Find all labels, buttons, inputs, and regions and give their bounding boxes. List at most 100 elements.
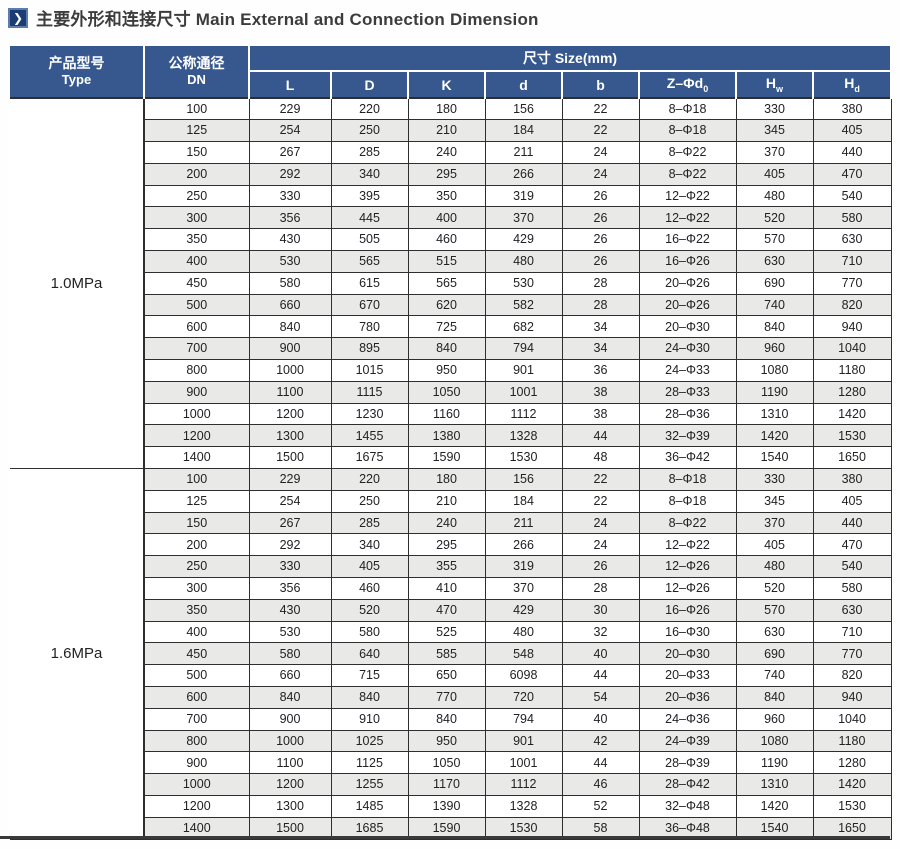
dimension-cell: 285 (330, 511, 409, 535)
dimension-cell: 480 (484, 620, 563, 644)
dimension-cell: 820 (812, 293, 892, 317)
dimension-cell: 565 (407, 271, 486, 295)
dimension-cell: 615 (330, 271, 409, 295)
dimension-cell: 580 (812, 577, 892, 600)
dimension-cell: 370 (735, 511, 814, 535)
dimension-cell: 26 (561, 184, 640, 208)
dimension-cell: 1675 (330, 446, 409, 470)
dimension-cell: 292 (248, 162, 332, 186)
dimension-cell: 1080 (735, 729, 814, 753)
dimension-cell: 254 (248, 489, 332, 513)
dn-cell: 100 (143, 97, 250, 121)
page-title: 主要外形和连接尺寸 Main External and Connection D… (36, 10, 539, 29)
dimension-cell: 690 (735, 642, 814, 666)
dimension-cell: 1530 (484, 816, 563, 840)
dimension-cell: 901 (484, 729, 563, 753)
dimension-cell: 1115 (330, 380, 409, 404)
dimension-cell: 28 (561, 577, 640, 600)
dimension-cell: 1000 (248, 359, 332, 382)
dimension-cell: 1100 (248, 380, 332, 404)
dimension-cell: 690 (735, 271, 814, 295)
dimension-cell: 1200 (248, 402, 332, 426)
dimension-cell: 266 (484, 533, 563, 557)
dimension-cell: 940 (812, 686, 892, 709)
dimension-cell: 840 (330, 686, 409, 709)
table-row: 1400 1500 1685 1590 1530 58 36–Φ48 1540 1650 (9, 816, 892, 840)
dimension-cell: 405 (812, 489, 892, 513)
dn-cell: 900 (143, 751, 250, 775)
dimension-cell: 540 (812, 184, 892, 208)
dimension-cell: 540 (812, 555, 892, 579)
dimension-cell: 840 (248, 315, 332, 339)
dimension-cell: 480 (735, 555, 814, 579)
dimension-cell: 16–Φ30 (638, 620, 737, 644)
dimension-cell: 20–Φ30 (638, 315, 737, 339)
dn-cell: 600 (143, 315, 250, 339)
table-row: 125 254 250 210 184 22 8–Φ18 345 405 (9, 489, 892, 513)
dimension-cell: 24 (561, 162, 640, 186)
dimension-cell: 515 (407, 250, 486, 273)
dimension-cell: 12–Φ22 (638, 184, 737, 208)
dimension-cell: 22 (561, 97, 640, 121)
dimension-cell: 1328 (484, 795, 563, 818)
dn-cell: 350 (143, 228, 250, 252)
dimension-cell: 184 (484, 489, 563, 513)
dimension-cell: 24–Φ36 (638, 707, 737, 731)
dimension-cell: 530 (484, 271, 563, 295)
dimension-cell: 330 (248, 555, 332, 579)
table-row: 1.0MPa 100 229 220 180 156 22 8–Φ18 330 380 (8, 97, 892, 470)
dimension-cell: 330 (735, 468, 814, 491)
dimension-cell: 220 (330, 468, 409, 491)
dimension-cell: 12–Φ26 (638, 577, 737, 600)
dn-cell: 800 (143, 359, 250, 382)
dimension-cell: 211 (484, 141, 563, 164)
dimension-cell: 1500 (248, 816, 332, 840)
dimension-cell: 630 (735, 620, 814, 644)
dimension-cell: 740 (735, 664, 814, 688)
dimension-cell: 370 (484, 206, 563, 230)
dimension-cell: 960 (735, 707, 814, 731)
dimension-cell: 1015 (330, 359, 409, 382)
dimension-cell: 20–Φ33 (638, 664, 737, 688)
dn-cell: 800 (143, 729, 250, 753)
dimension-cell: 480 (484, 250, 563, 273)
table-row: 500 660 715 650 6098 44 20–Φ33 740 820 (9, 664, 892, 688)
dimension-cell: 1160 (407, 402, 486, 426)
dimension-cell: 24 (561, 533, 640, 557)
pressure-class-cell: 1.0MPa (8, 97, 145, 470)
dimension-cell: 254 (248, 119, 332, 143)
dimension-cell: 630 (735, 250, 814, 273)
dn-cell: 200 (143, 162, 250, 186)
dimension-cell: 32–Φ39 (638, 424, 737, 448)
dimension-cell: 725 (407, 315, 486, 339)
dimension-cell: 840 (735, 315, 814, 339)
dimension-cell: 48 (561, 446, 640, 470)
dn-cell: 1400 (143, 446, 250, 470)
table-bottom-rule (0, 836, 890, 839)
dimension-cell: 180 (407, 97, 486, 121)
chevron-right-icon: ❯ (8, 7, 28, 28)
dn-cell: 450 (143, 271, 250, 295)
header-dn-en: DN (187, 72, 206, 88)
dimension-cell: 1530 (484, 446, 563, 470)
dimension-cell: 770 (812, 642, 892, 666)
dimension-cell: 1180 (812, 359, 892, 382)
dimension-cell: 24 (561, 511, 640, 535)
dimension-cell: 26 (561, 228, 640, 252)
dimension-cell: 1000 (248, 729, 332, 753)
dimension-cell: 580 (812, 206, 892, 230)
dimension-cell: 26 (561, 555, 640, 579)
dimension-cell: 28–Φ39 (638, 751, 737, 775)
dimension-cell: 52 (561, 795, 640, 818)
dimension-cell: 670 (330, 293, 409, 317)
dimension-cell: 295 (407, 162, 486, 186)
dimension-cell: 54 (561, 686, 640, 709)
dimension-cell: 267 (248, 511, 332, 535)
dn-cell: 450 (143, 642, 250, 666)
dn-cell: 1200 (143, 795, 250, 818)
dimension-cell: 1100 (248, 751, 332, 775)
dimension-cell: 380 (812, 468, 892, 491)
dimension-cell: 30 (561, 598, 640, 622)
dimension-cell: 910 (330, 707, 409, 731)
pressure-class-cell: 1.6MPa (8, 468, 145, 840)
